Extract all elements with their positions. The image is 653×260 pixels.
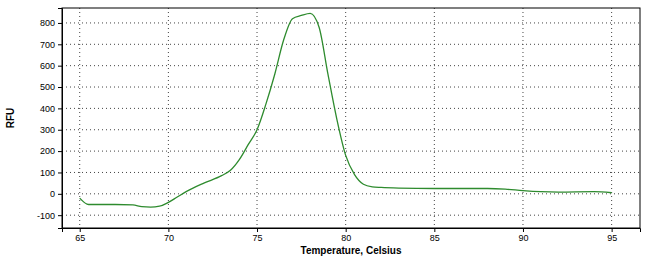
y-tick-label: 400 <box>40 104 55 114</box>
y-axis: -100 0 100 200 300 400 500 600 700 800 <box>37 9 63 229</box>
y-tick-mark <box>58 151 62 152</box>
x-tick-mark <box>346 228 347 232</box>
x-tick: 80 <box>341 228 351 243</box>
x-tick-label: 75 <box>253 233 263 243</box>
y-tick-label: 800 <box>40 18 55 28</box>
x-tick-mark <box>80 228 81 232</box>
grid-line <box>62 108 640 109</box>
y-axis-title: RFU <box>5 108 16 129</box>
x-axis-line <box>63 229 641 233</box>
x-tick: 75 <box>253 228 263 243</box>
y-axis-line <box>58 9 63 229</box>
y-tick-mark <box>58 44 62 45</box>
x-tick-mark <box>168 228 169 232</box>
y-tick-label: 700 <box>40 40 55 50</box>
y-tick: -100 <box>37 211 62 221</box>
x-tick-label: 90 <box>518 233 528 243</box>
x-tick: 90 <box>518 228 528 243</box>
x-tick-label: 85 <box>430 233 440 243</box>
x-tick-label: 70 <box>164 233 174 243</box>
y-tick-mark <box>58 215 62 216</box>
grid-line <box>62 87 640 88</box>
grid-line <box>62 44 640 45</box>
x-tick: 85 <box>430 228 440 243</box>
melt-curve <box>80 13 612 207</box>
y-tick-mark <box>58 194 62 195</box>
x-tick: 70 <box>164 228 174 243</box>
y-tick: 700 <box>40 40 62 50</box>
grid-line <box>62 193 640 194</box>
x-tick-label: 95 <box>607 233 617 243</box>
y-tick-label: 300 <box>40 125 55 135</box>
y-tick-mark <box>58 87 62 88</box>
x-tick: 95 <box>607 228 617 243</box>
x-axis-title: Temperature, Celsius <box>301 245 402 256</box>
y-tick-label: 600 <box>40 61 55 71</box>
grid-line <box>62 65 640 66</box>
y-tick: 300 <box>40 125 62 135</box>
y-tick-label: 100 <box>40 168 55 178</box>
series <box>80 13 612 207</box>
y-tick-mark <box>58 172 62 173</box>
y-tick: 800 <box>40 18 62 28</box>
grid <box>62 8 640 228</box>
y-tick: 0 <box>50 189 62 199</box>
grid-line <box>611 8 612 228</box>
x-tick: 65 <box>75 228 85 243</box>
grid-line <box>62 22 640 23</box>
grid-line <box>62 129 640 130</box>
grid-line <box>345 8 346 228</box>
grid-line <box>168 8 169 228</box>
y-tick: 200 <box>40 146 62 156</box>
chart: 65 70 75 80 85 90 95 -100 0 100 200 300 400 500 600 700… <box>0 0 653 260</box>
y-tick: 100 <box>40 168 62 178</box>
plot: 65 70 75 80 85 90 95 -100 0 100 200 300 400 500 600 700… <box>37 8 641 243</box>
grid-line <box>62 151 640 152</box>
x-tick-mark <box>434 228 435 232</box>
y-tick-mark <box>58 130 62 131</box>
y-tick: 400 <box>40 104 62 114</box>
grid-line <box>522 8 523 228</box>
y-tick-mark <box>58 23 62 24</box>
y-tick: 500 <box>40 82 62 92</box>
x-tick-label: 65 <box>75 233 85 243</box>
x-axis: 65 70 75 80 85 90 95 <box>63 228 641 243</box>
y-tick: 600 <box>40 61 62 71</box>
y-tick-label: -100 <box>37 211 55 221</box>
grid-line <box>79 8 80 228</box>
x-tick-label: 80 <box>341 233 351 243</box>
y-tick-label: 0 <box>50 189 55 199</box>
y-tick-label: 200 <box>40 146 55 156</box>
x-tick-mark <box>612 228 613 232</box>
grid-line <box>434 8 435 228</box>
x-tick-mark <box>523 228 524 232</box>
grid-line <box>257 8 258 228</box>
y-tick-label: 500 <box>40 82 55 92</box>
y-tick-mark <box>58 108 62 109</box>
grid-line <box>62 172 640 173</box>
x-tick-mark <box>257 228 258 232</box>
plot-frame <box>62 8 640 228</box>
y-tick-mark <box>58 66 62 67</box>
grid-line <box>62 215 640 216</box>
